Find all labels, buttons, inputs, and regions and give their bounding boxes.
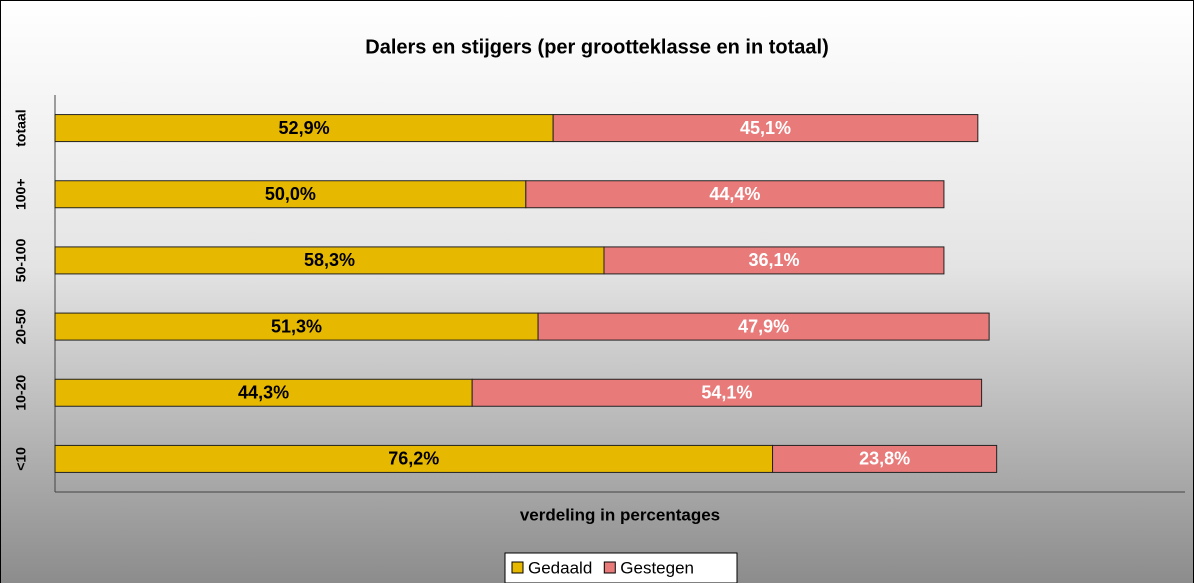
- data-label: 36,1%: [748, 250, 799, 270]
- bar: [54, 246, 605, 275]
- bar: [54, 312, 539, 341]
- x-axis-title: verdeling in percentages: [520, 505, 720, 524]
- legend-label: Gestegen: [620, 558, 694, 577]
- data-label: 47,9%: [738, 316, 789, 336]
- data-label: 58,3%: [304, 250, 355, 270]
- data-label: 76,2%: [388, 449, 439, 469]
- y-tick-label: 100+: [13, 178, 29, 210]
- chart-title: Dalers en stijgers (per grootteklasse en…: [365, 36, 828, 58]
- bar: [603, 246, 945, 275]
- y-tick-label: <10: [13, 447, 29, 471]
- legend-swatch: [511, 561, 524, 574]
- data-label: 50,0%: [265, 184, 316, 204]
- y-tick-label: 20-50: [13, 308, 29, 344]
- data-label: 23,8%: [859, 449, 910, 469]
- bar: [471, 378, 983, 407]
- legend-swatch: [603, 561, 616, 574]
- legend-label: Gedaald: [528, 558, 592, 577]
- y-tick-label: totaal: [13, 109, 29, 146]
- data-label: 54,1%: [701, 383, 752, 403]
- data-label: 51,3%: [271, 316, 322, 336]
- data-label: 44,3%: [238, 383, 289, 403]
- y-tick-label: 10-20: [13, 375, 29, 411]
- bar: [525, 180, 945, 209]
- bar: [552, 114, 979, 143]
- bar: [54, 378, 473, 407]
- data-label: 44,4%: [709, 184, 760, 204]
- y-tick-label: 50-100: [13, 238, 29, 282]
- bar: [537, 312, 990, 341]
- data-label: 45,1%: [740, 118, 791, 138]
- data-label: 52,9%: [279, 118, 330, 138]
- bar: [54, 444, 774, 473]
- bar: [54, 114, 554, 143]
- legend: [504, 552, 738, 584]
- bar: [54, 180, 527, 209]
- bar: [772, 444, 998, 473]
